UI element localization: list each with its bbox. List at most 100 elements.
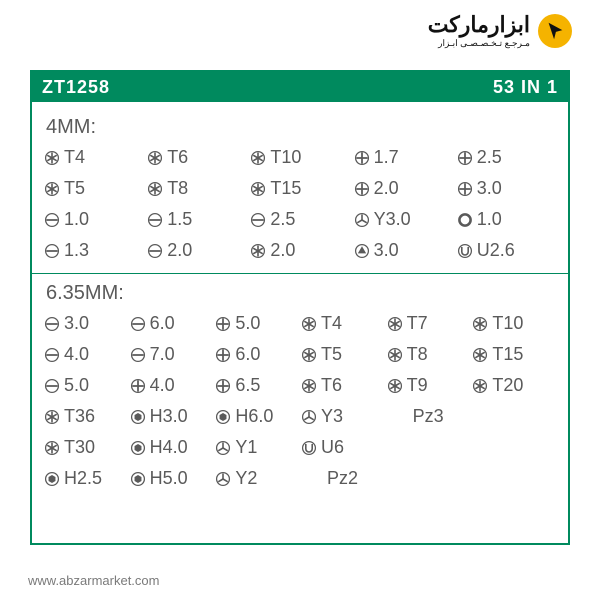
bit-label: T36 xyxy=(64,406,95,427)
phillips-bit-icon xyxy=(215,347,231,363)
bit-item: Pz3 xyxy=(387,406,471,427)
bit-item: T20 xyxy=(472,375,556,396)
bit-label: 6.0 xyxy=(150,313,175,334)
bit-label: 4.0 xyxy=(150,375,175,396)
logo-sub-text: مـرجـع تـخـصـصـی ابـزار xyxy=(428,38,530,49)
bit-label: H6.0 xyxy=(235,406,273,427)
set-count-badge: 53 IN 1 xyxy=(493,77,558,98)
bit-label: T5 xyxy=(64,178,85,199)
bit-label: T6 xyxy=(321,375,342,396)
torx-bit-icon xyxy=(387,347,403,363)
torx-bit-icon xyxy=(44,181,60,197)
bit-item: T6 xyxy=(147,147,246,168)
bit-item: T8 xyxy=(147,178,246,199)
section-title-635mm: 6.35MM: xyxy=(46,282,556,305)
torx-bit-icon xyxy=(301,378,317,394)
brand-logo: ابزارماركت مـرجـع تـخـصـصـی ابـزار xyxy=(428,12,572,49)
phillips-bit-icon xyxy=(457,150,473,166)
bit-item: T15 xyxy=(250,178,349,199)
bit-label: 1.0 xyxy=(64,209,89,230)
hex-bit-icon xyxy=(215,409,231,425)
bit-label: 2.0 xyxy=(270,240,295,261)
bit-label: 7.0 xyxy=(150,344,175,365)
torx-bit-icon xyxy=(387,378,403,394)
bit-item: H5.0 xyxy=(130,468,214,489)
bit-item: 1.7 xyxy=(354,147,453,168)
torx-bit-icon xyxy=(472,347,488,363)
bit-label: H5.0 xyxy=(150,468,188,489)
bit-item: T4 xyxy=(301,313,385,334)
bit-item: 1.5 xyxy=(147,209,246,230)
bit-label: U6 xyxy=(321,437,344,458)
bit-grid-4mm: T4T6T101.72.5T5T8T152.03.01.01.52.5Y3.01… xyxy=(44,147,556,261)
bit-item: Y3 xyxy=(301,406,385,427)
bit-label: T20 xyxy=(492,375,523,396)
tri-bit-icon xyxy=(301,409,317,425)
bit-label: T4 xyxy=(321,313,342,334)
bit-label: 1.7 xyxy=(374,147,399,168)
bit-label: 1.5 xyxy=(167,209,192,230)
ring-bit-icon xyxy=(457,212,473,228)
bit-item xyxy=(387,437,471,458)
torx-bit-icon xyxy=(250,150,266,166)
hex-bit-icon xyxy=(130,471,146,487)
bit-item: H2.5 xyxy=(44,468,128,489)
torx-bit-icon xyxy=(472,378,488,394)
torx-bit-icon xyxy=(44,150,60,166)
bit-label: Y3 xyxy=(321,406,343,427)
bit-item: Y3.0 xyxy=(354,209,453,230)
bit-label: T5 xyxy=(321,344,342,365)
phillips-bit-icon xyxy=(130,378,146,394)
panel-body: 4MM: T4T6T101.72.5T5T8T152.03.01.01.52.5… xyxy=(32,102,568,499)
bit-label: T15 xyxy=(270,178,301,199)
bit-label: Y3.0 xyxy=(374,209,411,230)
bit-item: 7.0 xyxy=(130,344,214,365)
torx-bit-icon xyxy=(44,440,60,456)
bit-label: H3.0 xyxy=(150,406,188,427)
bit-item: 1.0 xyxy=(457,209,556,230)
bit-label: 2.0 xyxy=(167,240,192,261)
bit-item: T4 xyxy=(44,147,143,168)
torx-bit-icon xyxy=(387,316,403,332)
bit-item: 3.0 xyxy=(354,240,453,261)
torx-bit-icon xyxy=(250,181,266,197)
u-bit-icon xyxy=(301,440,317,456)
bit-item: H4.0 xyxy=(130,437,214,458)
bit-label: U2.6 xyxy=(477,240,515,261)
slot-bit-icon xyxy=(130,347,146,363)
bit-label: T10 xyxy=(270,147,301,168)
bit-item: 2.5 xyxy=(457,147,556,168)
bit-item: T9 xyxy=(387,375,471,396)
bit-label: Y2 xyxy=(235,468,257,489)
bit-label: T15 xyxy=(492,344,523,365)
bit-item: Y2 xyxy=(215,468,299,489)
bit-grid-635mm: 3.06.05.0T4T7T104.07.06.0T5T8T155.04.06.… xyxy=(44,313,556,489)
logo-cursor-icon xyxy=(538,14,572,48)
bit-item: 5.0 xyxy=(215,313,299,334)
bit-item: 2.0 xyxy=(250,240,349,261)
torx-bit-icon xyxy=(301,316,317,332)
bit-label: 5.0 xyxy=(235,313,260,334)
bit-label: T10 xyxy=(492,313,523,334)
hex-bit-icon xyxy=(130,409,146,425)
bit-label: 3.0 xyxy=(64,313,89,334)
phillips-bit-icon xyxy=(354,181,370,197)
bit-item: T7 xyxy=(387,313,471,334)
spec-panel: ZT1258 53 IN 1 4MM: T4T6T101.72.5T5T8T15… xyxy=(30,70,570,545)
bit-item: 5.0 xyxy=(44,375,128,396)
logo-main-text: ابزارماركت xyxy=(428,12,530,38)
torx-bit-icon xyxy=(147,150,163,166)
slot-bit-icon xyxy=(147,212,163,228)
slot-bit-icon xyxy=(147,243,163,259)
bit-item xyxy=(472,406,556,427)
bit-item: T5 xyxy=(44,178,143,199)
bit-item: H6.0 xyxy=(215,406,299,427)
bit-item: 1.0 xyxy=(44,209,143,230)
slot-bit-icon xyxy=(44,347,60,363)
bit-item: Pz2 xyxy=(301,468,385,489)
bit-label: 5.0 xyxy=(64,375,89,396)
torx-bit-icon xyxy=(301,347,317,363)
bit-item: 1.3 xyxy=(44,240,143,261)
slot-bit-icon xyxy=(250,212,266,228)
bit-label: H4.0 xyxy=(150,437,188,458)
